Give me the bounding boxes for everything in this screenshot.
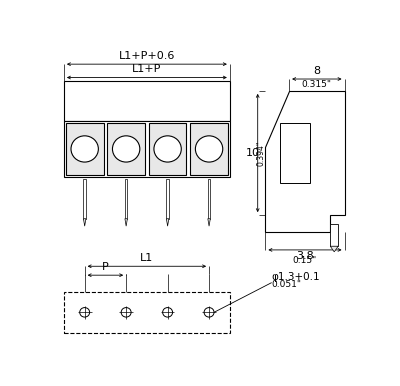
- Polygon shape: [84, 219, 86, 226]
- Bar: [280, 124, 310, 183]
- Bar: [66, 123, 104, 175]
- Text: 0.394": 0.394": [256, 141, 265, 166]
- Text: L1+P+0.6: L1+P+0.6: [119, 51, 175, 61]
- Bar: [64, 81, 230, 121]
- Polygon shape: [166, 219, 169, 226]
- Bar: [166, 179, 169, 219]
- Circle shape: [195, 136, 223, 162]
- Circle shape: [112, 136, 140, 162]
- Text: 8: 8: [313, 66, 320, 76]
- Text: L1+P: L1+P: [132, 64, 162, 74]
- Circle shape: [154, 136, 181, 162]
- Bar: [64, 121, 230, 177]
- Bar: [84, 179, 86, 219]
- Polygon shape: [330, 246, 338, 252]
- Bar: [149, 123, 186, 175]
- Text: 0.051": 0.051": [272, 279, 302, 289]
- Circle shape: [71, 136, 98, 162]
- Polygon shape: [125, 219, 127, 226]
- Text: 0.315": 0.315": [302, 80, 332, 89]
- Bar: [64, 291, 230, 333]
- Text: 10: 10: [246, 148, 260, 158]
- Text: P: P: [102, 262, 109, 272]
- Text: 3.8: 3.8: [296, 251, 314, 261]
- Text: φ1.3+0.1: φ1.3+0.1: [272, 272, 320, 282]
- Bar: [107, 123, 145, 175]
- Text: L1: L1: [140, 253, 154, 263]
- Bar: [125, 179, 127, 219]
- Bar: [190, 123, 228, 175]
- Bar: [208, 179, 210, 219]
- Polygon shape: [208, 219, 210, 226]
- Bar: [330, 223, 338, 246]
- Text: 0.15": 0.15": [293, 256, 317, 266]
- Polygon shape: [266, 91, 344, 232]
